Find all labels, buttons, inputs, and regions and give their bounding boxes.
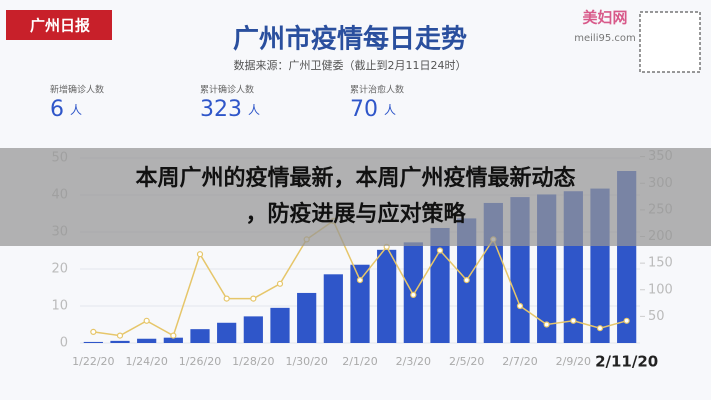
logo-right-url: meili95.com	[574, 33, 636, 44]
bar	[350, 264, 370, 343]
y-tick-label: 0	[60, 336, 68, 351]
x-tick-label: 2/5/20	[449, 355, 484, 368]
x-tick-label: 2/11/20	[595, 353, 658, 371]
point	[356, 277, 364, 284]
stat-label: 累计确诊人数	[200, 84, 254, 96]
x-tick-label: 1/22/20	[72, 355, 114, 368]
bar	[377, 249, 397, 343]
chart-title: 广州市疫情每日走势	[233, 24, 467, 55]
stat-number: 70	[350, 97, 378, 122]
bar	[83, 341, 103, 343]
logo-right: 美妇网	[582, 9, 627, 27]
bar	[217, 322, 237, 343]
stat-unit: 人	[70, 103, 82, 117]
point	[250, 295, 257, 302]
point	[543, 321, 550, 328]
x-tick-label: 2/9/20	[556, 355, 591, 368]
banner-line: ，防疫进展与应对策略	[245, 202, 466, 227]
point	[596, 325, 604, 332]
point	[223, 295, 230, 302]
point	[143, 317, 150, 324]
stat-number: 6	[50, 97, 64, 122]
bar	[163, 337, 183, 343]
banner: 本周广州的疫情最新，本周广州疫情最新动态 ，防疫进展与应对策略	[0, 148, 711, 246]
y-tick-label: 20	[51, 262, 68, 277]
stat-value: 70 人	[350, 97, 396, 122]
y2-tick-label: 150	[648, 256, 673, 271]
point	[570, 317, 577, 324]
x-tick-label: 2/7/20	[502, 355, 537, 368]
stat-unit: 人	[248, 103, 260, 117]
point	[116, 332, 124, 339]
bar	[110, 340, 130, 343]
stat-number: 323	[200, 97, 242, 122]
stat-value: 323 人	[200, 97, 260, 122]
x-tick-label: 1/30/20	[285, 355, 327, 368]
point	[436, 247, 444, 254]
point	[170, 332, 177, 339]
point	[410, 291, 417, 298]
y2-tick-label: 100	[648, 282, 673, 297]
x-tick-label: 1/26/20	[179, 355, 221, 368]
y2-tick-label: 50	[648, 309, 665, 324]
x-tick-label: 2/3/20	[396, 355, 431, 368]
chart-subtitle: 数据来源：广州卫健委（截止到2月11日24时）	[234, 58, 467, 72]
stat-unit: 人	[384, 103, 396, 117]
x-tick-label: 1/24/20	[125, 355, 167, 368]
y-tick-label: 10	[51, 299, 68, 314]
qr-code	[639, 11, 701, 73]
point	[463, 277, 470, 284]
point	[276, 280, 284, 287]
bar	[323, 274, 343, 343]
logo-left: 广州日报	[30, 17, 90, 35]
bar	[243, 316, 263, 343]
point	[516, 302, 524, 310]
x-tick-label: 1/28/20	[232, 355, 274, 368]
bar	[270, 307, 290, 343]
bar	[190, 329, 210, 343]
point	[196, 251, 204, 258]
bar	[137, 338, 157, 343]
x-tick-label: 2/1/20	[342, 355, 377, 368]
stat-label: 累计治愈人数	[350, 84, 404, 96]
logo-box	[6, 10, 112, 40]
point	[90, 328, 97, 335]
bar	[297, 292, 317, 343]
stat-label: 新增确诊人数	[50, 84, 104, 96]
point	[623, 317, 630, 324]
banner-line: 本周广州的疫情最新，本周广州疫情最新动态	[135, 166, 576, 191]
